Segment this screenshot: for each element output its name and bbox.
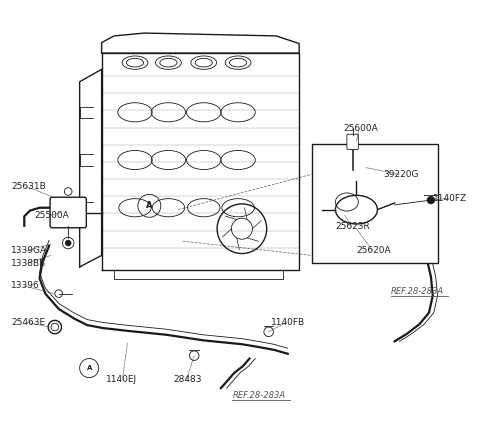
Text: 25463E: 25463E (11, 318, 45, 327)
Text: 39220G: 39220G (383, 170, 419, 179)
Text: 1339GA: 1339GA (11, 246, 47, 255)
Text: 28483: 28483 (173, 375, 202, 384)
Circle shape (65, 240, 71, 246)
Text: 25500A: 25500A (35, 211, 70, 220)
FancyBboxPatch shape (312, 144, 438, 263)
Text: 1338BB: 1338BB (11, 258, 46, 268)
Circle shape (427, 196, 435, 204)
Text: 25631B: 25631B (11, 182, 46, 191)
Text: REF.28-283A: REF.28-283A (391, 287, 444, 296)
Text: A: A (86, 365, 92, 371)
Text: 25620A: 25620A (357, 246, 391, 255)
Text: 25600A: 25600A (343, 124, 378, 133)
Text: 1140EJ: 1140EJ (107, 375, 137, 384)
Text: 25623R: 25623R (336, 222, 370, 231)
Text: 13396: 13396 (11, 281, 40, 291)
Text: 1140FB: 1140FB (271, 318, 305, 327)
Text: 1140FZ: 1140FZ (433, 194, 467, 203)
FancyBboxPatch shape (50, 197, 86, 228)
Text: REF.28-283A: REF.28-283A (232, 391, 286, 400)
FancyBboxPatch shape (347, 134, 359, 150)
Text: A: A (146, 201, 153, 210)
